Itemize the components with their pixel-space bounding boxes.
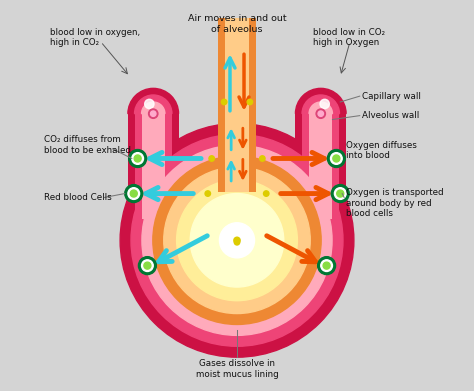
Circle shape [130,190,137,197]
Circle shape [120,124,354,357]
Circle shape [247,99,253,105]
Circle shape [164,167,310,314]
Circle shape [334,188,346,199]
Text: Capillary wall: Capillary wall [362,91,420,100]
Wedge shape [151,176,172,199]
Circle shape [148,109,158,118]
Circle shape [144,262,151,269]
Wedge shape [128,88,179,114]
Circle shape [337,190,344,197]
Circle shape [138,256,156,274]
Text: CO₂ diffuses from
blood to be exhaled: CO₂ diffuses from blood to be exhaled [44,135,131,154]
Text: Oxygen diffuses
into blood: Oxygen diffuses into blood [346,141,417,160]
Wedge shape [144,172,174,206]
Wedge shape [309,102,332,114]
Circle shape [134,155,141,162]
Circle shape [331,185,349,203]
Circle shape [153,156,321,325]
Text: Alveolus wall: Alveolus wall [362,111,419,120]
Bar [128,110,179,219]
Wedge shape [295,88,346,114]
Circle shape [177,180,297,301]
Circle shape [128,149,146,167]
Bar [219,18,255,192]
Wedge shape [302,176,323,199]
Text: Red blood Cells: Red blood Cells [44,193,112,202]
Wedge shape [297,169,337,213]
Circle shape [142,260,153,271]
Circle shape [328,149,346,167]
Circle shape [142,145,332,335]
Circle shape [318,256,336,274]
Text: Air moves in and out
of alveolus: Air moves in and out of alveolus [188,14,286,34]
Circle shape [125,185,143,203]
Circle shape [131,135,343,346]
Circle shape [323,262,330,269]
Circle shape [321,260,332,271]
Circle shape [318,111,323,117]
Bar [225,18,249,192]
Text: Oxygen is transported
around body by red
blood cells: Oxygen is transported around body by red… [346,188,444,218]
Circle shape [128,188,140,199]
Wedge shape [302,95,339,114]
Circle shape [316,109,326,118]
Circle shape [264,191,269,196]
Bar [135,110,172,219]
Bar [295,110,346,219]
Wedge shape [137,169,177,213]
Circle shape [151,111,156,117]
Bar [302,110,339,219]
Circle shape [132,152,144,164]
Bar [309,110,332,219]
Circle shape [145,99,154,109]
Circle shape [219,223,255,258]
Circle shape [221,99,227,105]
Circle shape [330,152,342,164]
Circle shape [190,194,284,287]
Circle shape [205,191,210,196]
Circle shape [333,155,340,162]
Wedge shape [300,172,330,206]
Circle shape [320,99,329,109]
Wedge shape [142,102,165,114]
Bar [219,164,255,184]
Text: blood low in oxygen,
high in CO₂: blood low in oxygen, high in CO₂ [50,28,140,47]
Text: blood low in CO₂
high in Oxygen: blood low in CO₂ high in Oxygen [313,28,385,47]
Circle shape [260,156,265,161]
Circle shape [234,237,240,244]
Bar [142,110,165,219]
Wedge shape [135,95,172,114]
Circle shape [209,156,214,161]
Text: Gases dissolve in
moist mucus lining: Gases dissolve in moist mucus lining [196,359,278,378]
Bar [225,164,249,184]
Circle shape [234,240,240,245]
